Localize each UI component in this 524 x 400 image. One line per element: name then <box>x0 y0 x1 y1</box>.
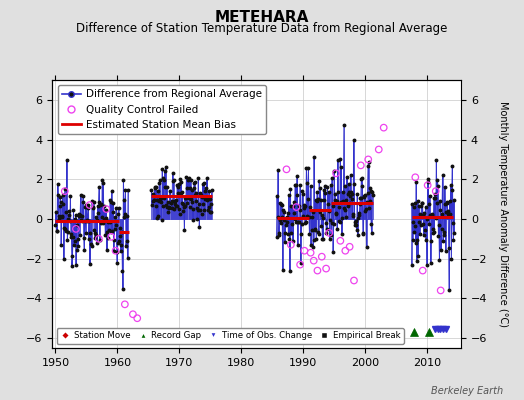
Point <box>282 166 291 172</box>
Point <box>296 262 304 268</box>
Text: Difference of Station Temperature Data from Regional Average: Difference of Station Temperature Data f… <box>77 22 447 35</box>
Text: METEHARA: METEHARA <box>215 10 309 25</box>
Point <box>133 315 141 322</box>
Point <box>85 202 94 208</box>
Point <box>102 206 111 212</box>
Point <box>364 156 373 163</box>
Point <box>379 124 388 131</box>
Point <box>310 258 318 264</box>
Point <box>423 182 432 188</box>
Legend: Station Move, Record Gap, Time of Obs. Change, Empirical Break: Station Move, Record Gap, Time of Obs. C… <box>57 328 404 344</box>
Point <box>121 301 129 308</box>
Point <box>292 204 301 210</box>
Y-axis label: Monthly Temperature Anomaly Difference (°C): Monthly Temperature Anomaly Difference (… <box>498 101 508 327</box>
Point <box>61 188 69 194</box>
Point <box>313 267 322 274</box>
Point <box>419 267 427 274</box>
Point <box>345 244 354 250</box>
Point <box>411 174 420 180</box>
Point <box>341 248 350 254</box>
Point <box>325 230 333 236</box>
Point <box>95 236 103 242</box>
Point <box>287 242 295 248</box>
Point <box>112 248 120 254</box>
Point <box>357 162 365 168</box>
Point <box>436 287 445 294</box>
Point <box>129 311 137 318</box>
Point <box>300 248 309 254</box>
Text: Berkeley Earth: Berkeley Earth <box>431 386 503 396</box>
Point <box>432 188 440 194</box>
Point <box>350 277 358 284</box>
Point <box>375 146 383 153</box>
Point <box>307 250 315 256</box>
Point <box>332 170 340 176</box>
Point <box>318 254 326 260</box>
Point <box>322 265 330 272</box>
Point <box>72 226 80 232</box>
Point <box>107 234 115 240</box>
Point <box>336 238 345 244</box>
